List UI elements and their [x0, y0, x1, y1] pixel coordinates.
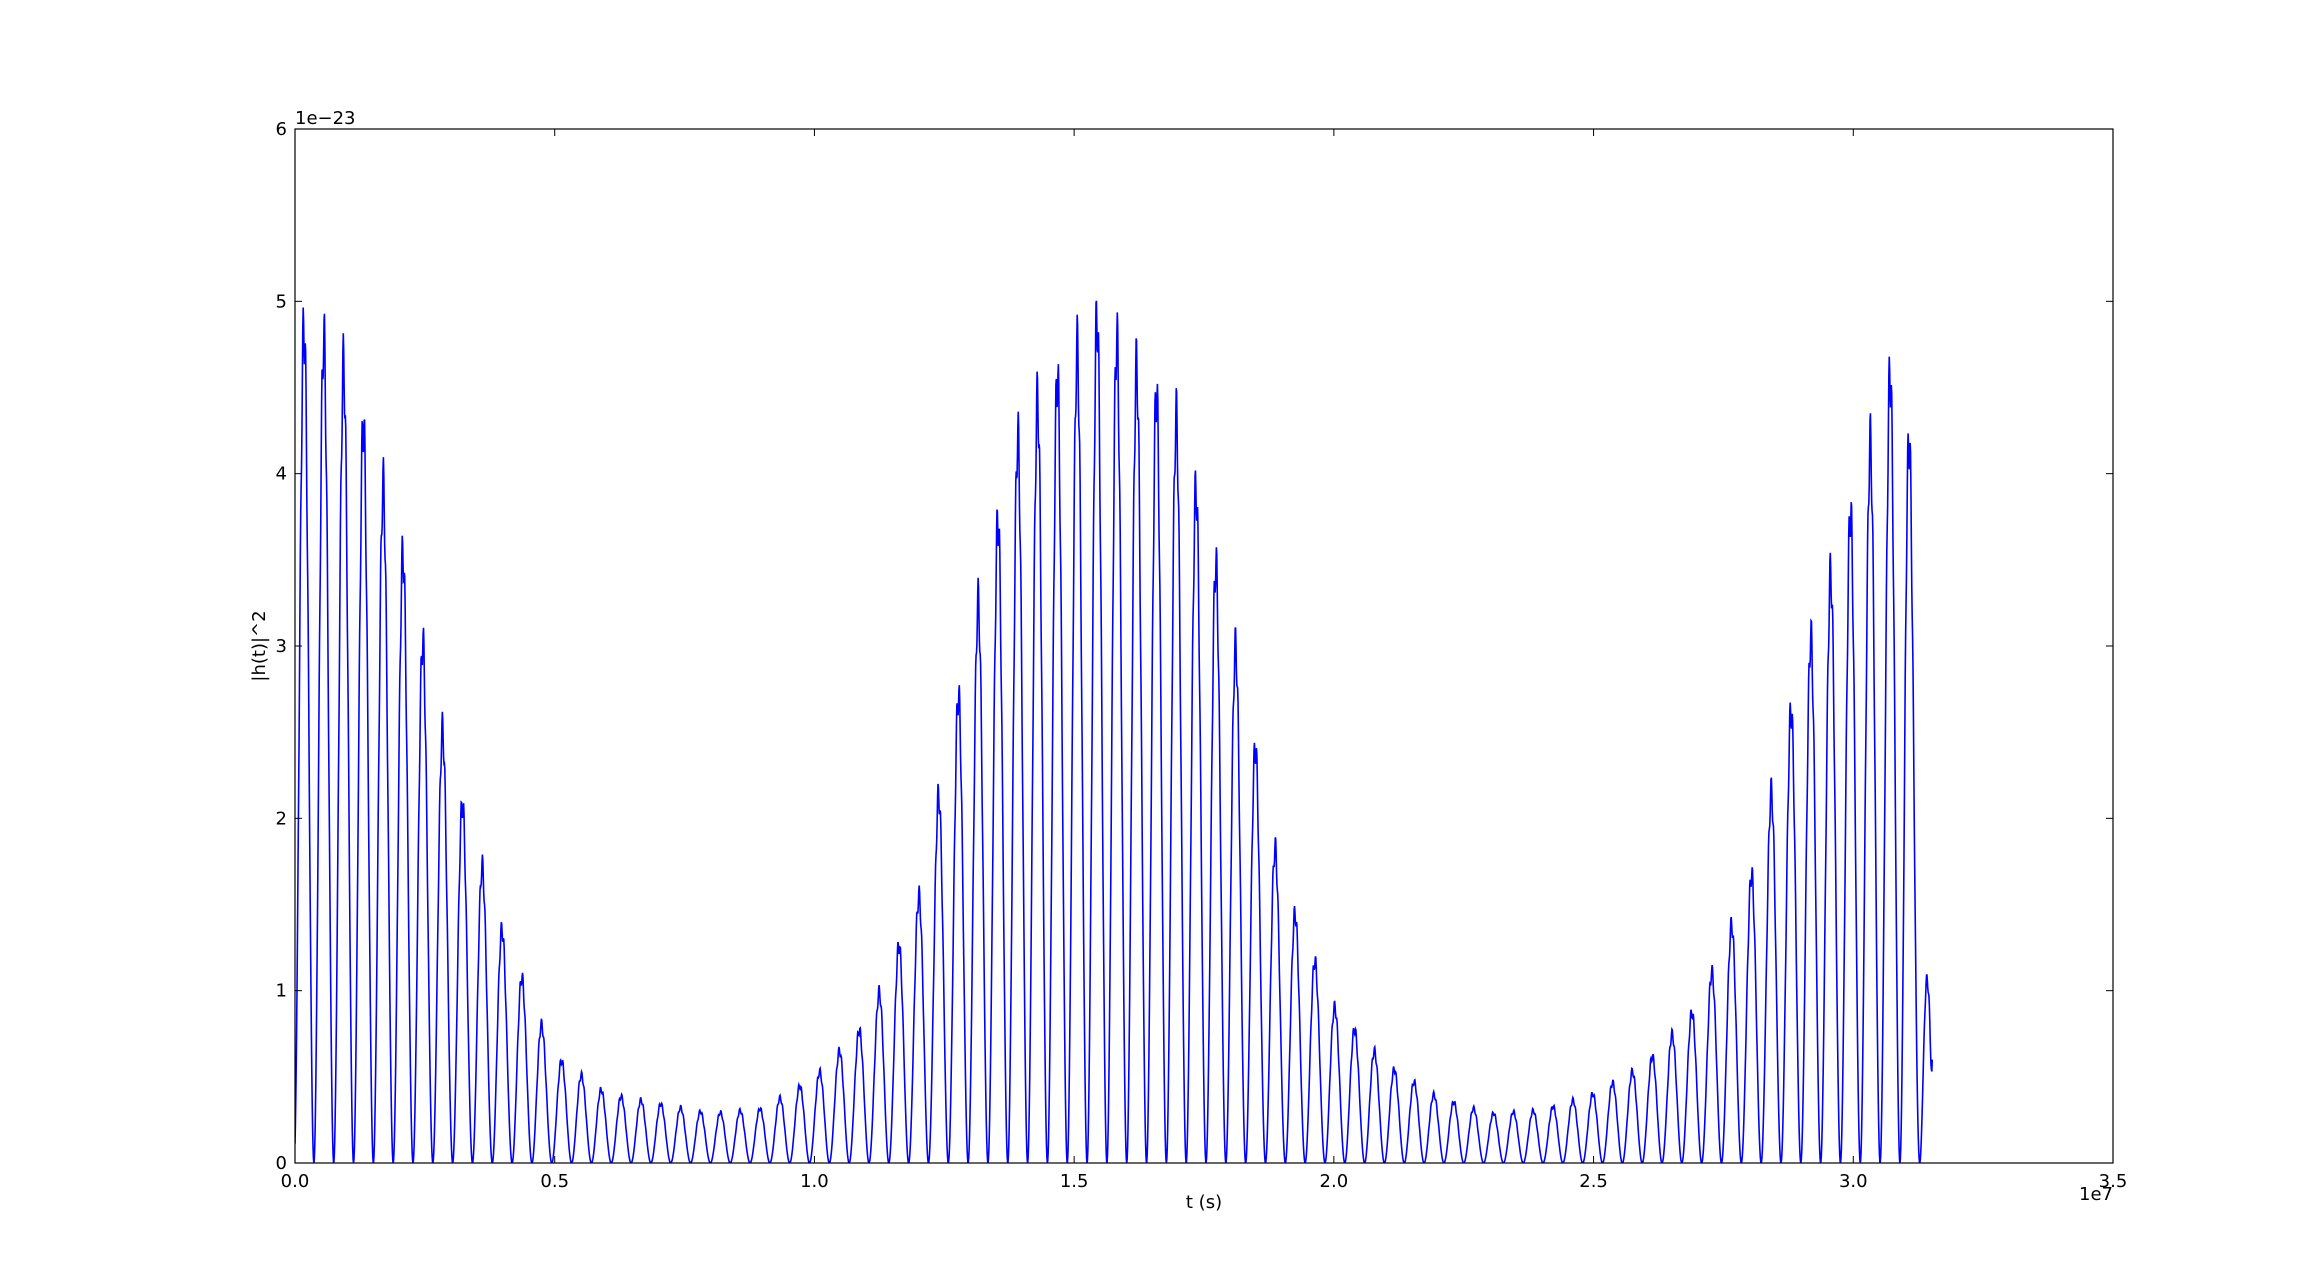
x-tick-label: 3.5 — [2099, 1171, 2128, 1192]
y-tick-label: 6 — [276, 119, 287, 140]
y-axis-label: |h(t)|^2 — [249, 610, 270, 681]
x-tick-label: 1.5 — [1060, 1171, 1089, 1192]
y-tick-label: 1 — [276, 981, 287, 1002]
series-line — [295, 300, 1934, 1163]
y-tick-label: 2 — [276, 808, 287, 829]
x-tick-label: 3.0 — [1839, 1171, 1868, 1192]
axes-frame — [294, 128, 2114, 1164]
x-tick-label: 1.0 — [800, 1171, 829, 1192]
y-tick-label: 0 — [276, 1153, 287, 1174]
x-tick-label: 0.5 — [540, 1171, 569, 1192]
x-tick-label: 2.0 — [1320, 1171, 1349, 1192]
x-axis-multiplier: 1e7 — [2079, 1184, 2113, 1205]
x-tick-label: 2.5 — [1579, 1171, 1608, 1192]
x-axis-label: t (s) — [1186, 1192, 1222, 1213]
y-axis-ticks: 0 1 2 3 4 5 6 — [276, 119, 2113, 1174]
x-tick-label: 0.0 — [281, 1171, 310, 1192]
y-tick-label: 3 — [276, 636, 287, 657]
y-tick-label: 4 — [276, 464, 287, 485]
x-axis-ticks: 0.0 0.5 1.0 1.5 2.0 2.5 3.0 3.5 — [281, 129, 2128, 1192]
y-axis-multiplier: 1e−23 — [295, 108, 356, 129]
y-tick-label: 5 — [276, 291, 287, 312]
